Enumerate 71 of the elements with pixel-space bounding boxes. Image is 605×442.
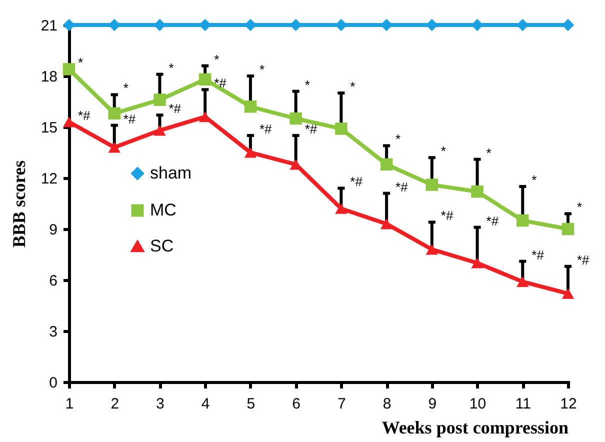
point [380, 158, 393, 171]
point [426, 244, 438, 255]
y-tick-label: 6 [49, 272, 58, 290]
annotation: * [396, 132, 401, 147]
annotation: * [78, 55, 84, 70]
point [380, 218, 393, 230]
annotation: *# [396, 179, 409, 194]
y-tick-label: 0 [49, 374, 58, 392]
annotation: * [168, 60, 174, 76]
point [244, 100, 257, 113]
annotation: * [532, 172, 537, 188]
annotation: * [577, 200, 582, 215]
legend-label: SC [150, 236, 174, 256]
y-axis-title: BBB scores [8, 160, 29, 248]
y-tick-label: 15 [40, 120, 58, 136]
y-tick-label: 12 [40, 170, 58, 188]
x-tick-label: 12 [560, 396, 577, 412]
annotation: * [440, 144, 446, 159]
point [516, 214, 529, 227]
x-tick-label: 6 [292, 396, 300, 412]
annotation: *# [532, 247, 545, 262]
legend-label: MC [150, 200, 176, 220]
point [562, 222, 574, 236]
x-tick-label: 9 [428, 396, 437, 412]
point [426, 178, 438, 191]
annotation: *# [304, 122, 318, 136]
y-tick-label: 9 [49, 222, 58, 238]
x-tick-label: 4 [201, 396, 210, 412]
x-tick-label: 2 [110, 396, 120, 412]
x-tick-label: 3 [156, 396, 164, 412]
point [562, 288, 574, 299]
annotation: *# [168, 101, 182, 116]
annotation: * [214, 52, 220, 67]
y-tick-label: 21 [40, 18, 58, 34]
point [290, 112, 302, 125]
point [244, 147, 257, 158]
point [108, 142, 120, 153]
point [62, 116, 76, 128]
annotation: * [350, 79, 356, 94]
point [335, 203, 348, 214]
x-tick-label: 8 [382, 396, 392, 412]
x-tick-label: 11 [515, 396, 531, 412]
annotation: * [304, 77, 310, 92]
annotation: * [259, 62, 265, 77]
x-tick-label: 5 [246, 396, 256, 412]
y-tick-label: 3 [49, 324, 58, 340]
point [335, 122, 348, 135]
point [471, 258, 484, 268]
point [471, 185, 484, 198]
annotation: *# [259, 122, 273, 136]
annotation: *# [350, 174, 364, 190]
y-tick-label: 18 [40, 68, 58, 86]
annotation: *# [214, 76, 228, 91]
legend-label: sham [150, 164, 192, 182]
annotation: *# [78, 108, 92, 123]
point [198, 73, 212, 86]
x-axis-title: Weeks post compression [382, 418, 568, 438]
annotation: *# [577, 252, 590, 268]
annotation: *# [486, 213, 500, 228]
x-tick-label: 1 [65, 396, 74, 412]
annotation: * [123, 80, 128, 96]
point [516, 276, 529, 288]
point [108, 107, 120, 120]
annotation: *# [123, 111, 136, 126]
annotation: *# [440, 208, 454, 224]
point [154, 125, 166, 136]
annotation: * [486, 145, 492, 160]
point [62, 63, 76, 76]
x-tick-label: 10 [469, 396, 486, 412]
x-tick-label: 7 [338, 396, 346, 412]
point [154, 94, 166, 106]
